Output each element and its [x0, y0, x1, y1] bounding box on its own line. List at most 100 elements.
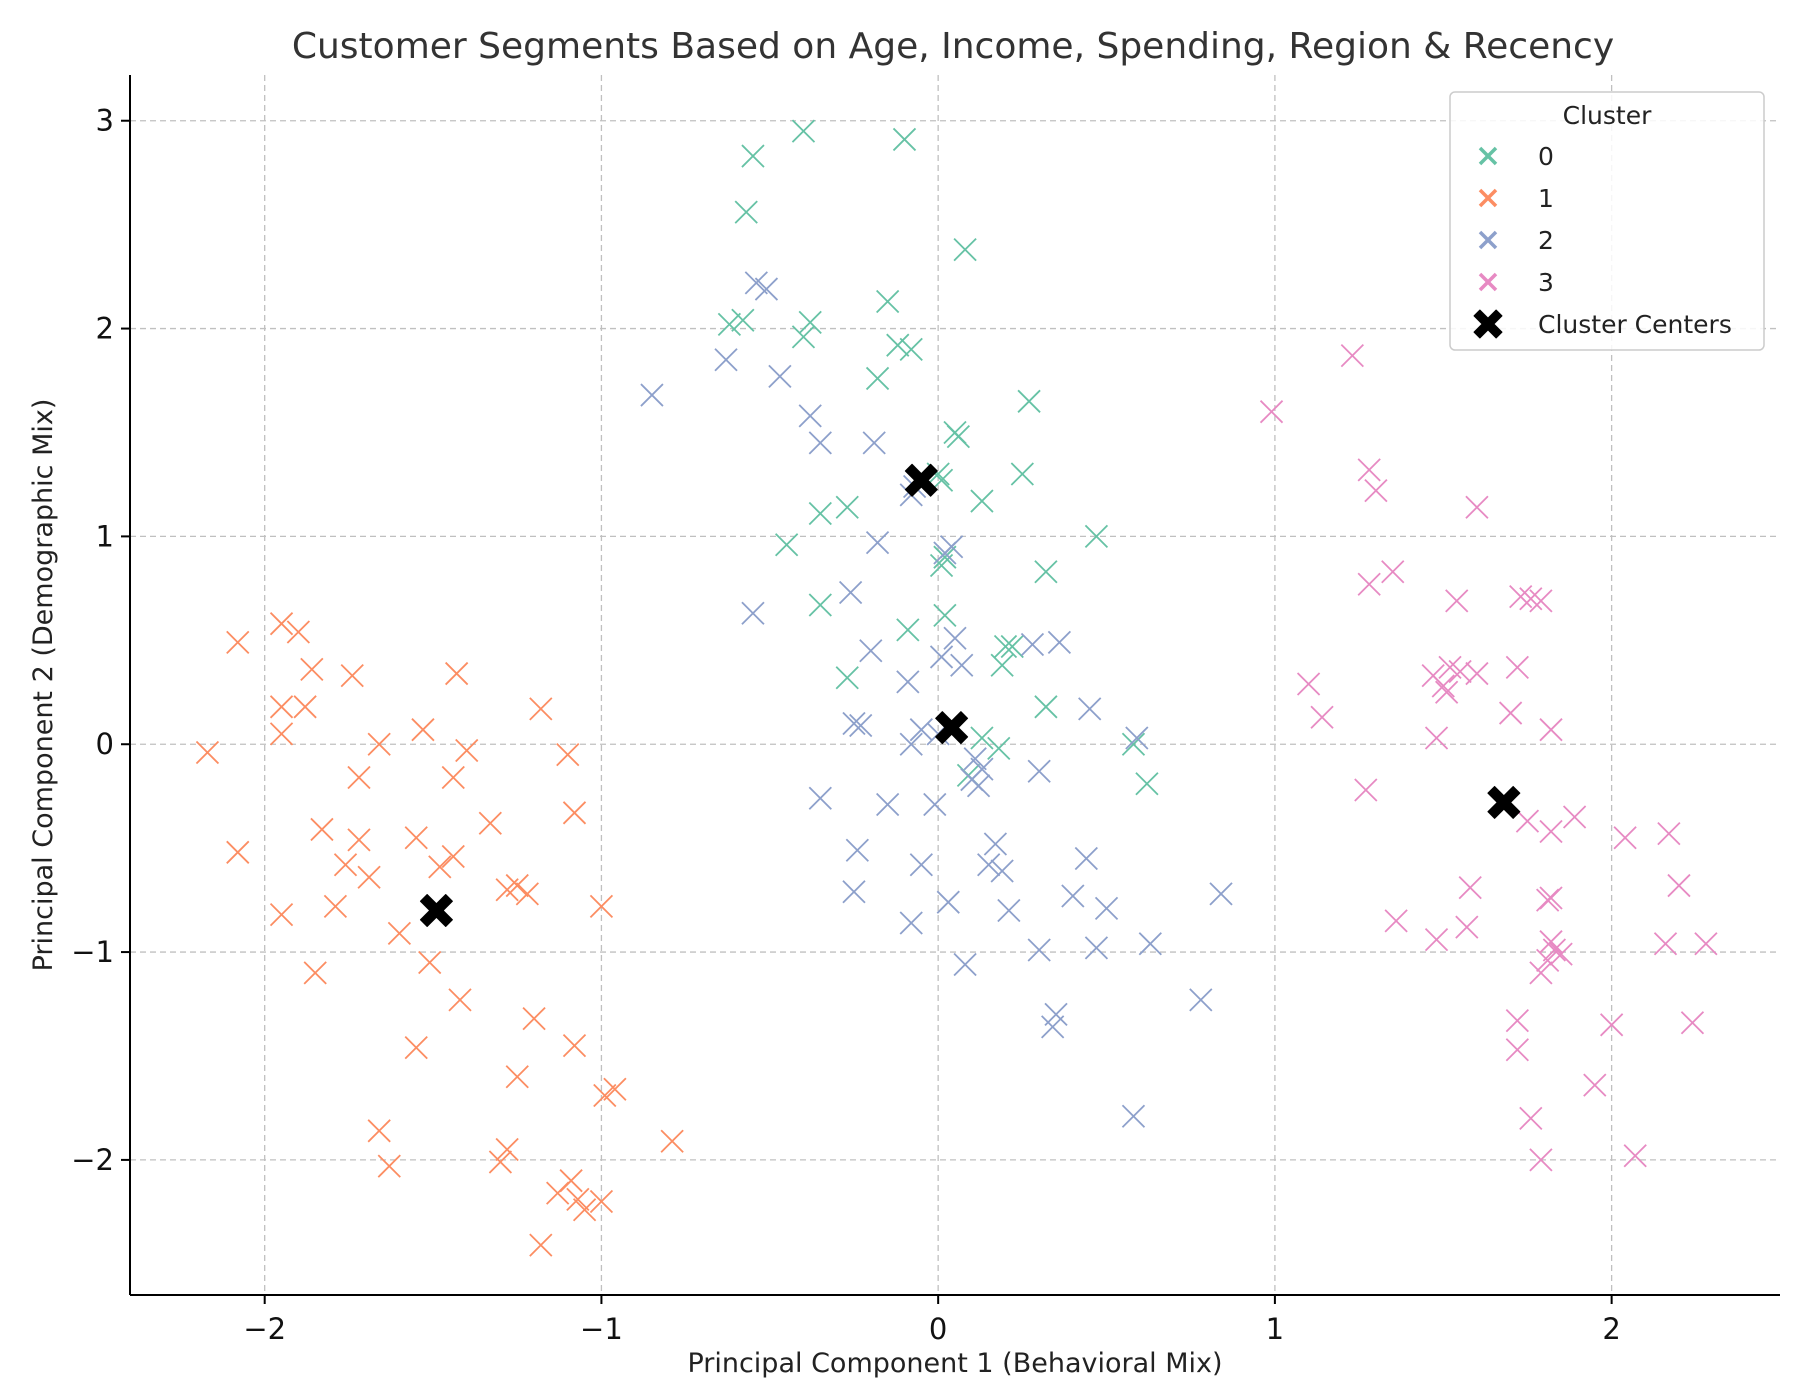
cluster-2-point [1020, 632, 1045, 657]
cluster-3-point [1539, 886, 1563, 910]
cluster-3-point [1613, 826, 1637, 850]
cluster-1-point [566, 1187, 590, 1212]
cluster-2-point [1138, 932, 1162, 956]
cluster-3-point [1434, 680, 1459, 704]
cluster-3-point [1509, 585, 1533, 609]
cluster-3-point [1694, 932, 1718, 956]
cluster-2-point [744, 271, 768, 295]
cluster-1-point [404, 1036, 428, 1060]
cluster-0-point [835, 495, 859, 519]
cluster-1-point [441, 844, 465, 869]
cluster-0-point [970, 726, 994, 750]
cluster-3-point [1539, 930, 1563, 954]
cluster-1-point [448, 988, 472, 1012]
cluster-1-point [269, 722, 294, 746]
cluster-3-point [1505, 1038, 1529, 1062]
cluster-3-point [1515, 809, 1540, 833]
cluster-1-point [286, 620, 311, 644]
cluster-3-point [1667, 873, 1691, 898]
cluster-3-point [1384, 909, 1408, 933]
cluster-3-point [1519, 587, 1543, 611]
cluster-2-point [909, 853, 933, 877]
cluster-0-point [953, 237, 977, 262]
cluster-2-point [842, 880, 866, 904]
cluster-center-marker [419, 894, 453, 928]
y-tick-label: −1 [71, 935, 114, 969]
y-tick-label: 3 [96, 104, 114, 138]
cluster-3-point [1529, 961, 1553, 985]
cluster-3-point [1562, 805, 1587, 829]
cluster-3-point [1498, 701, 1523, 725]
cluster-1-point [455, 738, 479, 763]
cluster-3-point [1505, 1009, 1529, 1033]
cluster-1-point [562, 1033, 587, 1058]
legend-center-marker [1473, 309, 1503, 339]
cluster-1-point [367, 1119, 391, 1143]
cluster-0-point [946, 424, 971, 449]
cluster-1-point [387, 921, 412, 946]
cluster-1-point [310, 817, 334, 842]
y-axis-label: Principal Component 2 (Demographic Mix) [28, 399, 59, 972]
cluster-0-point [933, 603, 957, 628]
cluster-0-point [791, 325, 816, 349]
cluster-2-point [1125, 726, 1149, 750]
cluster-3-point [1536, 948, 1560, 973]
cluster-2-point [849, 713, 873, 738]
legend-label: 1 [1538, 184, 1554, 213]
cluster-1-point [562, 801, 587, 825]
legend-label: 3 [1538, 268, 1554, 297]
cluster-3-point [1364, 479, 1388, 503]
cluster-2-point [640, 383, 664, 407]
cluster-2-point [963, 747, 987, 771]
x-tick-label: −1 [580, 1312, 623, 1346]
cluster-0-point [892, 127, 917, 152]
cluster-1-point [546, 1181, 570, 1205]
x-tick-label: 1 [1266, 1312, 1284, 1346]
cluster-1-point [269, 903, 294, 927]
cluster-3-point [1519, 1106, 1543, 1130]
cluster-2-point [1094, 896, 1119, 921]
cluster-0-point [886, 333, 910, 357]
cluster-0-point [1017, 389, 1041, 413]
cluster-2-point [1047, 630, 1072, 655]
cluster-2-point [1121, 1104, 1146, 1128]
cluster-0-point [717, 312, 742, 337]
cluster-2-point [1084, 936, 1109, 960]
cluster-1-point [522, 1006, 546, 1031]
cluster-0-point [731, 308, 755, 332]
cluster-2-point [943, 626, 967, 650]
cluster-center-marker [935, 711, 969, 745]
cluster-1-point [478, 811, 502, 835]
cluster-1-point [226, 840, 250, 864]
cluster-0-point [1135, 772, 1159, 796]
cluster-2-point [1041, 1015, 1065, 1039]
cluster-0-point [987, 736, 1011, 761]
cluster-1-point [515, 882, 539, 906]
cluster-2-point [842, 711, 866, 736]
cluster-2-point [977, 853, 1001, 877]
cluster-0-point [970, 489, 994, 513]
cluster-2-point [966, 774, 991, 798]
cluster-0-point [865, 366, 890, 391]
cluster-2-point [862, 431, 886, 455]
cluster-2-point [714, 348, 738, 372]
cluster-1-point [660, 1129, 684, 1153]
cluster-0-point [741, 144, 765, 168]
cluster-3-point [1296, 672, 1321, 696]
cluster-1-point [529, 1233, 553, 1257]
cluster-3-point [1465, 661, 1489, 686]
cluster-2-point [909, 718, 933, 742]
cluster-0-point [899, 337, 923, 361]
y-tick-label: 2 [96, 312, 114, 346]
cluster-0-point [808, 501, 832, 526]
cluster-1-point [593, 1083, 617, 1108]
cluster-0-point [896, 618, 920, 642]
legend-marker-0 [1478, 146, 1498, 166]
cluster-2-point [1074, 846, 1098, 871]
cluster-2-point [899, 911, 923, 935]
cluster-2-point [808, 431, 832, 455]
x-tick-label: 2 [1602, 1312, 1620, 1346]
cluster-3-point [1445, 589, 1469, 613]
y-tick-label: 1 [96, 519, 114, 553]
